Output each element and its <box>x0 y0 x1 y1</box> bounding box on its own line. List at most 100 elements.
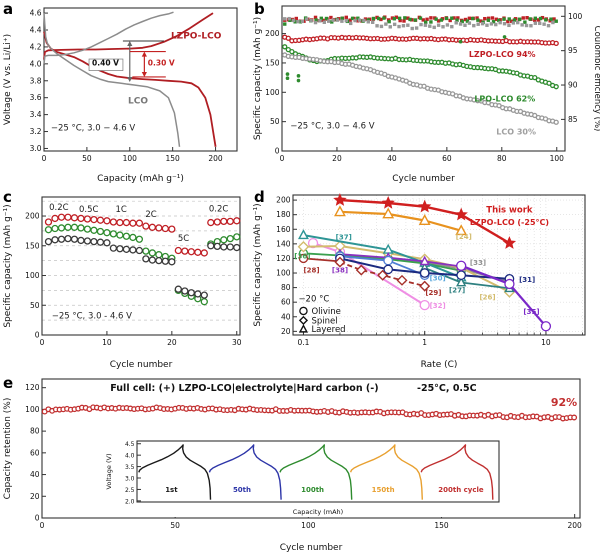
svg-text:3.4: 3.4 <box>30 110 42 119</box>
svg-text:Capacity (mAh g⁻¹): Capacity (mAh g⁻¹) <box>97 174 184 184</box>
svg-text:[30]: [30] <box>430 274 446 282</box>
svg-text:0.5C: 0.5C <box>79 205 99 215</box>
svg-text:0.2C: 0.2C <box>49 203 69 213</box>
svg-text:3.2: 3.2 <box>30 127 42 136</box>
svg-text:20: 20 <box>30 492 40 501</box>
svg-text:[32]: [32] <box>430 302 446 310</box>
svg-text:Spinel: Spinel <box>311 316 337 326</box>
svg-text:[37]: [37] <box>336 233 352 241</box>
panel-a-voltage-capacity-chart: 0 50 100 150 200 3.0 3.2 3.4 3.6 3.8 4.0 4.2 4.4 4.6 C… <box>0 0 250 187</box>
svg-text:160: 160 <box>276 225 291 234</box>
svg-text:3.8: 3.8 <box>30 76 42 85</box>
svg-text:LZPO-LCO: LZPO-LCO <box>171 31 222 41</box>
svg-text:60: 60 <box>442 154 452 163</box>
svg-text:−25 °C, 3.0 - 4.6 V: −25 °C, 3.0 - 4.6 V <box>52 311 132 321</box>
svg-text:1: 1 <box>422 338 427 347</box>
svg-text:85: 85 <box>568 115 578 124</box>
svg-text:[35]: [35] <box>523 308 539 316</box>
svg-text:[26]: [26] <box>479 293 495 301</box>
svg-text:Cycle number: Cycle number <box>280 543 343 553</box>
svg-text:1st: 1st <box>165 486 178 494</box>
panel-e-label: e <box>3 374 14 392</box>
svg-text:0: 0 <box>42 154 47 163</box>
svg-text:30: 30 <box>232 338 242 347</box>
svg-text:50th: 50th <box>233 486 251 494</box>
svg-text:50: 50 <box>82 154 92 163</box>
svg-text:180: 180 <box>276 210 291 219</box>
svg-text:20: 20 <box>332 154 342 163</box>
svg-text:4.6: 4.6 <box>30 9 42 18</box>
svg-text:140: 140 <box>276 239 291 248</box>
svg-text:LZPO-LCO 94%: LZPO-LCO 94% <box>469 50 536 59</box>
svg-text:Layered: Layered <box>311 325 345 335</box>
svg-text:0: 0 <box>35 331 40 340</box>
svg-text:0: 0 <box>40 338 45 347</box>
svg-text:Cycle number: Cycle number <box>110 360 173 370</box>
svg-text:150th: 150th <box>372 486 395 494</box>
svg-text:3.0: 3.0 <box>125 476 135 483</box>
svg-text:0: 0 <box>40 521 45 530</box>
svg-text:150: 150 <box>25 241 40 250</box>
svg-text:4.5: 4.5 <box>125 441 135 448</box>
svg-text:0.2C: 0.2C <box>209 204 229 214</box>
panel-a-label: a <box>3 0 14 18</box>
svg-text:120: 120 <box>276 254 291 263</box>
svg-text:80: 80 <box>497 154 507 163</box>
svg-text:Coulombic efficiency (%): Coulombic efficiency (%) <box>592 26 600 132</box>
svg-text:5C: 5C <box>178 234 189 244</box>
svg-text:10: 10 <box>102 338 112 347</box>
svg-text:Rate (C): Rate (C) <box>421 360 458 370</box>
svg-text:100: 100 <box>123 154 138 163</box>
svg-text:50: 50 <box>270 117 280 126</box>
panel-b-cycling-stability-chart: 0 20 40 60 80 100 0 50 100 150 200 85 90 95 100 Coulomb… <box>250 0 600 187</box>
svg-text:200: 200 <box>25 212 40 221</box>
svg-text:95: 95 <box>568 46 578 55</box>
svg-text:10: 10 <box>541 338 551 347</box>
svg-text:50: 50 <box>170 521 180 530</box>
svg-text:20: 20 <box>167 338 177 347</box>
svg-text:150: 150 <box>265 58 280 67</box>
svg-text:0.40 V: 0.40 V <box>92 59 119 68</box>
svg-text:[29]: [29] <box>425 289 441 297</box>
svg-text:200: 200 <box>568 521 583 530</box>
svg-text:40: 40 <box>281 312 291 321</box>
svg-text:LCO: LCO <box>128 97 148 107</box>
svg-text:80: 80 <box>30 427 40 436</box>
svg-text:Specific capacity (mAh g⁻¹): Specific capacity (mAh g⁻¹) <box>3 204 13 327</box>
svg-text:3.5: 3.5 <box>125 464 135 471</box>
svg-text:Capacity (mAh): Capacity (mAh) <box>293 508 343 516</box>
panel-e-full-cell-retention-chart: 0 50 100 150 200 0 20 40 60 80 100 120 Cycle number C… <box>0 373 600 556</box>
svg-text:150: 150 <box>166 154 181 163</box>
svg-text:[31]: [31] <box>519 276 535 284</box>
svg-text:60: 60 <box>30 448 40 457</box>
svg-text:LZPO-LCO (-25°C): LZPO-LCO (-25°C) <box>470 218 549 227</box>
svg-text:80: 80 <box>281 283 291 292</box>
panel-e-inset-voltage-profiles: 2.0 2.5 3.0 3.5 4.0 4.5 Capacity (mAh) Voltage … <box>103 437 505 517</box>
svg-text:100: 100 <box>25 405 40 414</box>
panel-d-label: d <box>254 188 265 206</box>
svg-text:[38]: [38] <box>332 266 348 274</box>
svg-text:2C: 2C <box>145 210 156 220</box>
svg-text:100: 100 <box>25 271 40 280</box>
svg-text:40: 40 <box>30 470 40 479</box>
svg-text:−20 °C: −20 °C <box>298 294 329 304</box>
panel-b-label: b <box>254 0 265 18</box>
panel-c-label: c <box>3 188 12 206</box>
svg-text:[27]: [27] <box>449 287 465 295</box>
svg-text:92%: 92% <box>551 396 577 409</box>
svg-text:2.5: 2.5 <box>125 487 135 494</box>
svg-text:[36]: [36] <box>294 252 310 260</box>
svg-text:4.2: 4.2 <box>30 42 42 51</box>
svg-text:This work: This work <box>486 206 533 216</box>
svg-text:40: 40 <box>387 154 397 163</box>
svg-text:200th cycle: 200th cycle <box>438 486 484 494</box>
svg-text:Full cell: (+) LZPO-LCO|electr: Full cell: (+) LZPO-LCO|electrolyte|Hard… <box>110 383 378 394</box>
svg-text:90: 90 <box>568 81 578 90</box>
svg-text:100: 100 <box>568 12 583 21</box>
svg-text:0: 0 <box>275 147 280 156</box>
svg-text:100: 100 <box>301 521 316 530</box>
svg-text:60: 60 <box>281 298 291 307</box>
svg-text:0: 0 <box>280 154 285 163</box>
svg-text:3.6: 3.6 <box>30 93 42 102</box>
